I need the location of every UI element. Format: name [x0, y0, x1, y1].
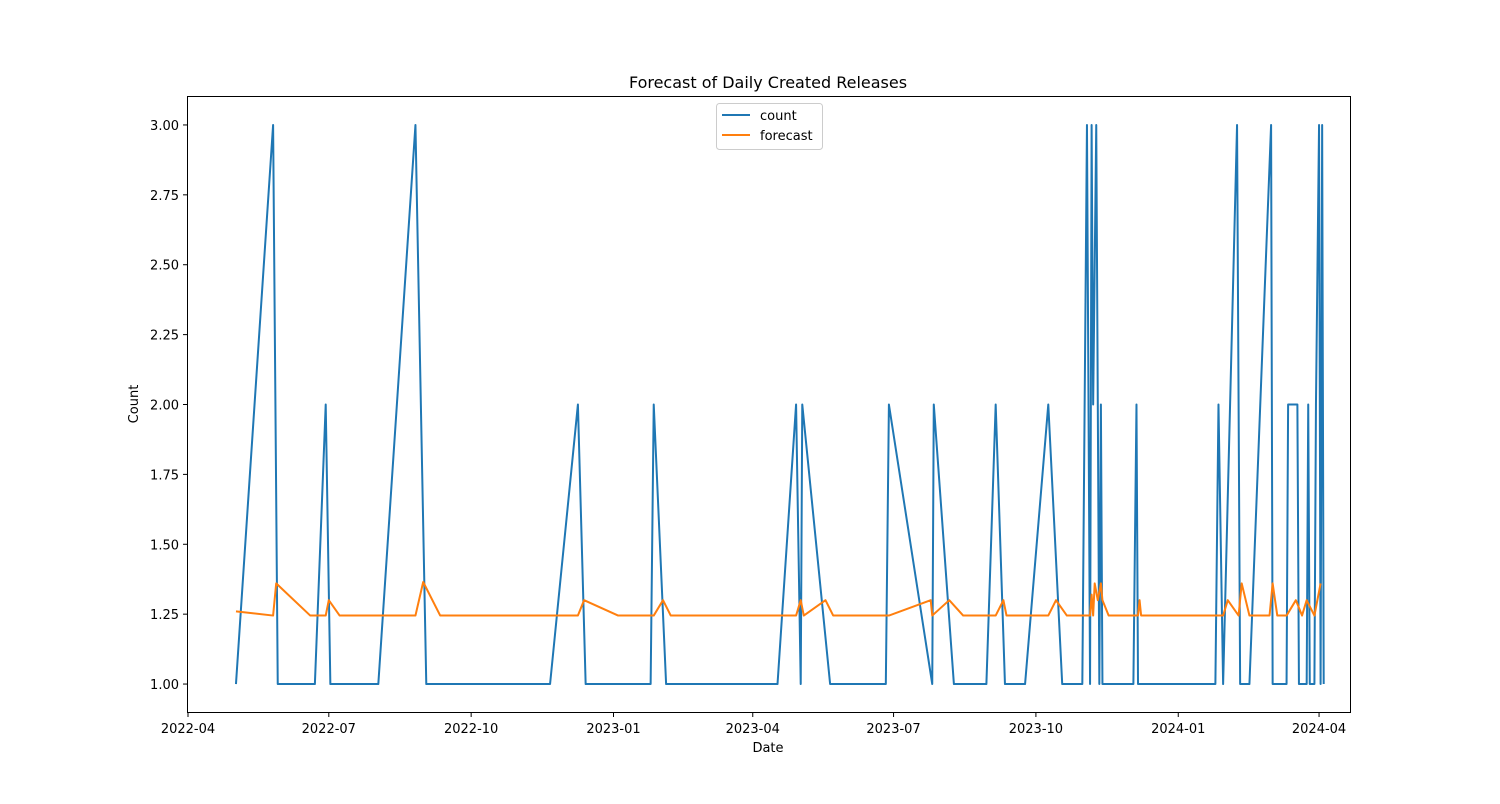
legend: count forecast — [716, 103, 823, 150]
legend-label-count: count — [760, 109, 797, 124]
y-tick-label: 1.75 — [150, 468, 179, 483]
x-tick-label: 2023-10 — [1009, 722, 1063, 737]
chart-title: Forecast of Daily Created Releases — [629, 73, 907, 92]
y-axis-label: Count — [127, 385, 142, 424]
series-line-count — [234, 123, 1325, 686]
y-tick-label: 2.75 — [150, 189, 179, 204]
y-tick-label: 1.50 — [150, 538, 179, 553]
legend-label-forecast: forecast — [760, 129, 813, 144]
y-tick-label: 2.00 — [150, 399, 179, 414]
series-line-forecast — [235, 581, 1322, 617]
x-tick-label: 2024-01 — [1151, 722, 1205, 737]
x-tick-label: 2023-07 — [866, 722, 920, 737]
y-tick-label: 3.00 — [150, 119, 179, 134]
y-tick-label: 2.50 — [150, 259, 179, 274]
y-tick-label: 1.00 — [150, 678, 179, 693]
x-tick-label: 2022-10 — [444, 722, 498, 737]
y-tick-label: 2.25 — [150, 329, 179, 344]
x-tick-label: 2023-01 — [586, 722, 640, 737]
x-axis: 2022-04 2022-07 2022-10 2023-01 2023-04 2023-… — [161, 712, 1346, 737]
x-axis-label: Date — [752, 741, 783, 756]
y-axis: 1.00 1.25 1.50 1.75 2.00 2.25 2.50 2.75 3.00 — [150, 119, 188, 693]
plot-frame — [187, 96, 1351, 713]
plot-lines — [234, 123, 1325, 686]
x-tick-label: 2022-07 — [302, 722, 356, 737]
x-tick-label: 2023-04 — [726, 722, 780, 737]
x-tick-label: 2022-04 — [161, 722, 215, 737]
y-tick-label: 1.25 — [150, 608, 179, 623]
x-tick-label: 2024-04 — [1292, 722, 1346, 737]
